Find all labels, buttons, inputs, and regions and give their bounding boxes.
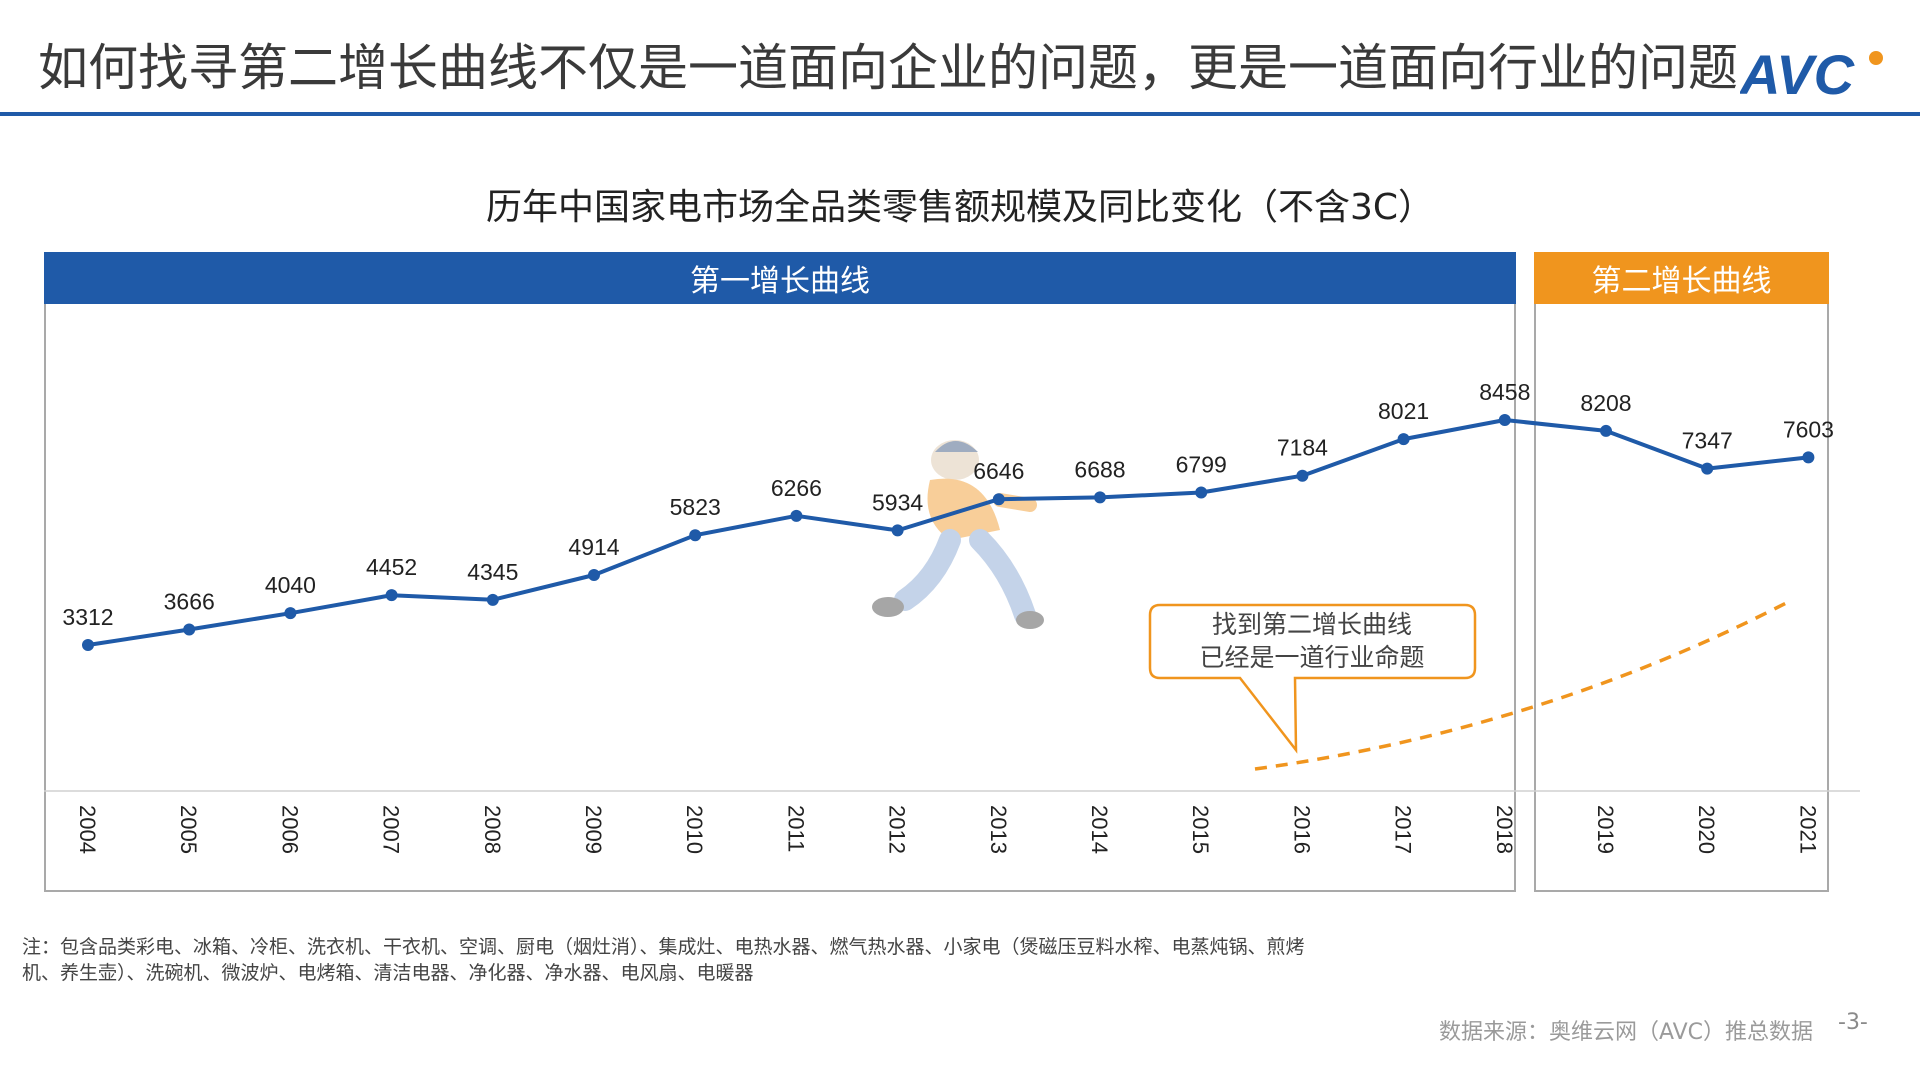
second-curve-band: 第二增长曲线	[1534, 252, 1829, 304]
logo-text: AVC	[1740, 44, 1856, 104]
chart-title-text: 历年中国家电市场全品类零售额规模及同比变化（不含3C）	[485, 187, 1435, 228]
page-number: -3-	[1838, 1010, 1868, 1035]
x-tick-label: 2015	[1188, 805, 1213, 854]
callout-line-1: 找到第二增长曲线	[1212, 610, 1412, 639]
first-curve-panel	[44, 304, 1516, 892]
x-tick-label: 2011	[783, 805, 808, 852]
data-label: 5823	[670, 494, 721, 520]
x-tick-label: 2010	[682, 805, 707, 854]
data-point	[992, 493, 1005, 506]
data-point	[1195, 486, 1208, 499]
title-divider	[0, 112, 1920, 116]
avc-logo: AVC	[1738, 43, 1890, 108]
data-point	[1094, 491, 1106, 504]
data-source: 数据来源：奥维云网（AVC）推总数据	[1438, 1020, 1813, 1045]
data-point	[1701, 462, 1714, 475]
x-tick-label: 2008	[480, 805, 505, 854]
data-point	[790, 509, 803, 522]
data-point	[385, 589, 398, 602]
data-label: 6688	[1074, 456, 1125, 482]
data-point	[183, 623, 196, 636]
running-figure-illustration	[872, 440, 1044, 629]
second-curve-dashed-arc	[1254, 599, 1791, 771]
series-line	[87, 418, 1809, 647]
first-curve-label: 第一增长曲线	[690, 264, 870, 299]
data-point	[486, 593, 499, 606]
data-point	[1600, 424, 1612, 437]
data-label: 6266	[771, 475, 822, 501]
data-label: 5934	[872, 489, 923, 515]
data-point	[1802, 451, 1815, 464]
data-point	[689, 529, 702, 542]
data-label: 7347	[1682, 428, 1733, 454]
data-label: 6646	[973, 458, 1024, 484]
x-tick-label: 2019	[1593, 805, 1618, 854]
data-point	[82, 639, 94, 651]
data-point	[1296, 469, 1309, 482]
second-curve-label: 第二增长曲线	[1591, 264, 1772, 299]
data-point	[891, 524, 904, 537]
data-label: 8021	[1378, 398, 1429, 424]
line-chart: 3312 3666 4040 4452 4345 4914 5823 6266 5934 6646…	[44, 379, 1860, 854]
x-tick-label: 2004	[75, 805, 100, 854]
data-label: 4452	[366, 554, 417, 580]
first-curve-band: 第一增长曲线	[44, 252, 1516, 304]
data-label: 8458	[1479, 379, 1530, 405]
data-label: 7603	[1783, 416, 1834, 442]
data-point	[284, 607, 297, 620]
x-tick-label: 2021	[1795, 805, 1820, 854]
x-tick-label: 2018	[1492, 805, 1517, 854]
x-tick-label: 2005	[176, 805, 201, 854]
data-point	[588, 568, 600, 581]
data-point	[1397, 433, 1410, 446]
data-point	[1498, 414, 1511, 426]
x-tick-label: 2017	[1391, 805, 1416, 854]
x-tick-label: 2009	[581, 805, 606, 854]
x-tick-label: 2016	[1289, 805, 1314, 854]
x-tick-label: 2007	[379, 805, 404, 854]
chart-title: 历年中国家电市场全品类零售额规模及同比变化（不含3C）	[0, 178, 1920, 230]
callout-line-2: 已经是一道行业命题	[1199, 643, 1424, 672]
data-label: 4345	[467, 559, 518, 585]
data-label: 4914	[568, 534, 619, 560]
footnote: 注：包含品类彩电、冰箱、冷柜、洗衣机、干衣机、空调、厨电（烟灶消）、集成灶、电热…	[22, 936, 1305, 984]
x-tick-label: 2020	[1694, 805, 1719, 854]
data-label: 8208	[1580, 390, 1631, 416]
x-tick-label: 2013	[986, 805, 1011, 854]
x-tick-label: 2006	[277, 805, 302, 854]
second-curve-panel	[1534, 304, 1829, 892]
data-label: 6799	[1176, 452, 1227, 478]
x-tick-label: 2012	[885, 805, 910, 854]
page-title: 如何找寻第二增长曲线不仅是一道面向企业的问题，更是一道面向行业的问题	[38, 39, 1738, 97]
data-label: 4040	[265, 572, 316, 598]
data-label: 7184	[1277, 435, 1328, 461]
data-label: 3666	[164, 589, 215, 615]
callout: 找到第二增长曲线 已经是一道行业命题	[1148, 603, 1477, 754]
x-tick-label: 2014	[1087, 805, 1112, 854]
data-label: 3312	[62, 604, 113, 630]
